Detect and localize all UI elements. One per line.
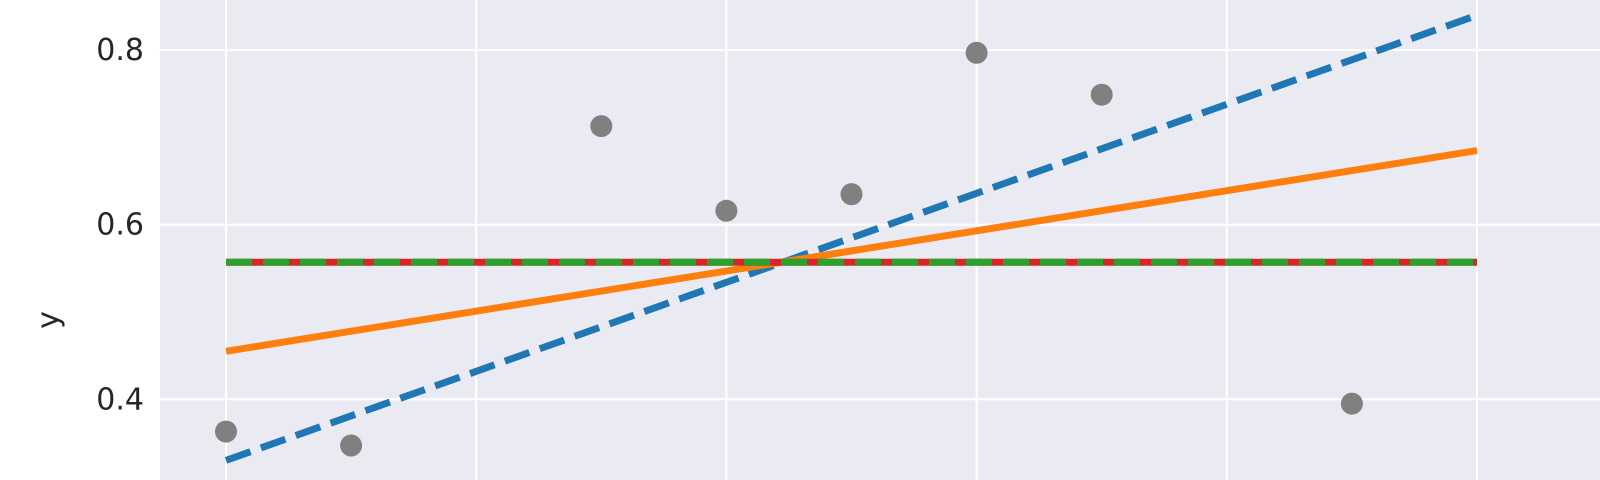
y-tick-labels: 0.4 0.6 0.8 [96,33,144,417]
data-point [840,183,863,206]
data-point [590,115,613,138]
fit-lines [224,11,1479,464]
data-point [340,434,363,457]
y-tick-label: 0.4 [96,382,144,417]
data-point [1340,392,1363,415]
y-tick-label: 0.6 [96,208,144,243]
data-point [215,420,237,443]
y-tick-label: 0.8 [96,33,144,68]
data-point [965,41,988,64]
solid-orange-fit-line [225,147,1478,355]
data-point [715,199,738,222]
data-points [215,41,1363,457]
data-point [1090,83,1113,106]
y-axis-label: y [31,311,66,329]
